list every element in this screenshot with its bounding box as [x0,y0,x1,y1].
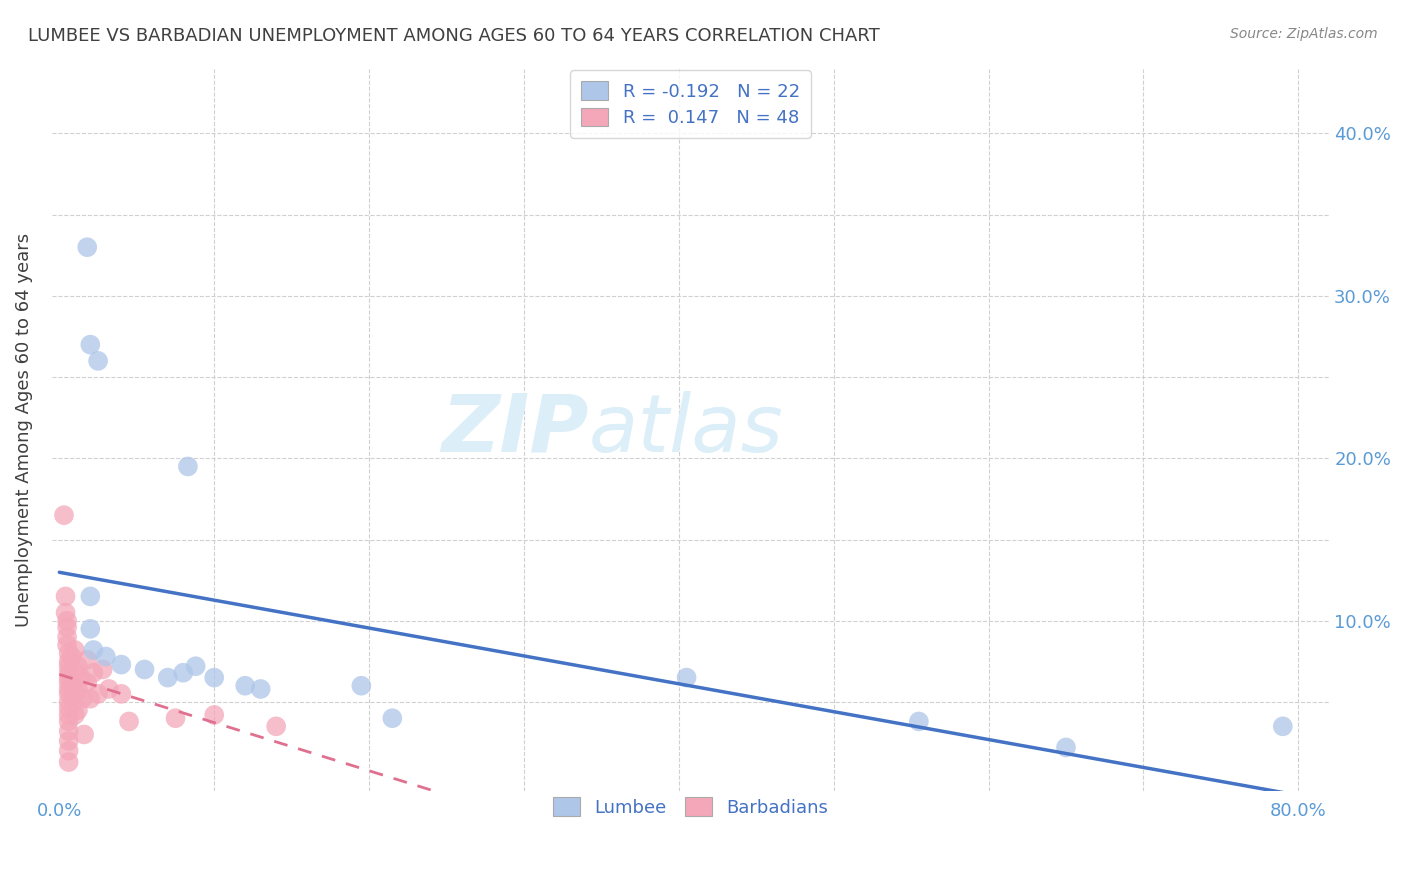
Text: Source: ZipAtlas.com: Source: ZipAtlas.com [1230,27,1378,41]
Point [908,714,931,729]
Point [63,687,86,701]
Point [172,665,194,680]
Point [55,606,77,620]
Point [118,714,141,729]
Point [134,663,156,677]
Point [82,643,104,657]
Point [53,508,76,523]
Point [58,654,80,668]
Point [58,659,80,673]
Point [233,679,256,693]
Point [58,681,80,696]
Point [58,724,80,739]
Point [58,646,80,660]
Point [62,695,84,709]
Point [79,337,101,351]
Point [55,590,77,604]
Point [66,659,89,673]
Point [381,711,404,725]
Point [58,755,80,769]
Point [76,675,98,690]
Point [79,622,101,636]
Point [66,681,89,696]
Legend: Lumbee, Barbadians: Lumbee, Barbadians [544,789,837,826]
Point [202,671,225,685]
Point [1054,740,1077,755]
Point [56,620,79,634]
Point [58,714,80,729]
Point [63,665,86,680]
Point [87,354,110,368]
Point [82,665,104,680]
Point [165,711,187,725]
Point [58,744,80,758]
Point [76,240,98,254]
Text: LUMBEE VS BARBADIAN UNEMPLOYMENT AMONG AGES 60 TO 64 YEARS CORRELATION CHART: LUMBEE VS BARBADIAN UNEMPLOYMENT AMONG A… [28,27,880,45]
Point [60,679,83,693]
Point [56,638,79,652]
Point [177,459,200,474]
Point [264,719,287,733]
Point [72,691,94,706]
Point [58,734,80,748]
Point [675,671,697,685]
Point [79,590,101,604]
Point [58,665,80,680]
Point [58,675,80,690]
Point [110,687,132,701]
Point [156,671,179,685]
Point [87,687,110,701]
Point [56,614,79,628]
Point [66,703,89,717]
Point [70,671,93,685]
Point [94,649,117,664]
Point [73,727,96,741]
Point [58,708,80,723]
Point [110,657,132,672]
Point [76,653,98,667]
Point [58,687,80,701]
Point [58,695,80,709]
Text: atlas: atlas [588,391,783,469]
Point [63,708,86,723]
Point [60,649,83,664]
Point [1271,719,1294,733]
Point [97,681,120,696]
Point [249,681,271,696]
Point [350,679,373,693]
Point [58,701,80,715]
Y-axis label: Unemployment Among Ages 60 to 64 years: Unemployment Among Ages 60 to 64 years [15,233,32,627]
Point [79,691,101,706]
Text: ZIP: ZIP [441,391,588,469]
Point [58,671,80,685]
Point [184,659,207,673]
Point [56,630,79,644]
Point [63,643,86,657]
Point [202,708,225,723]
Point [91,663,114,677]
